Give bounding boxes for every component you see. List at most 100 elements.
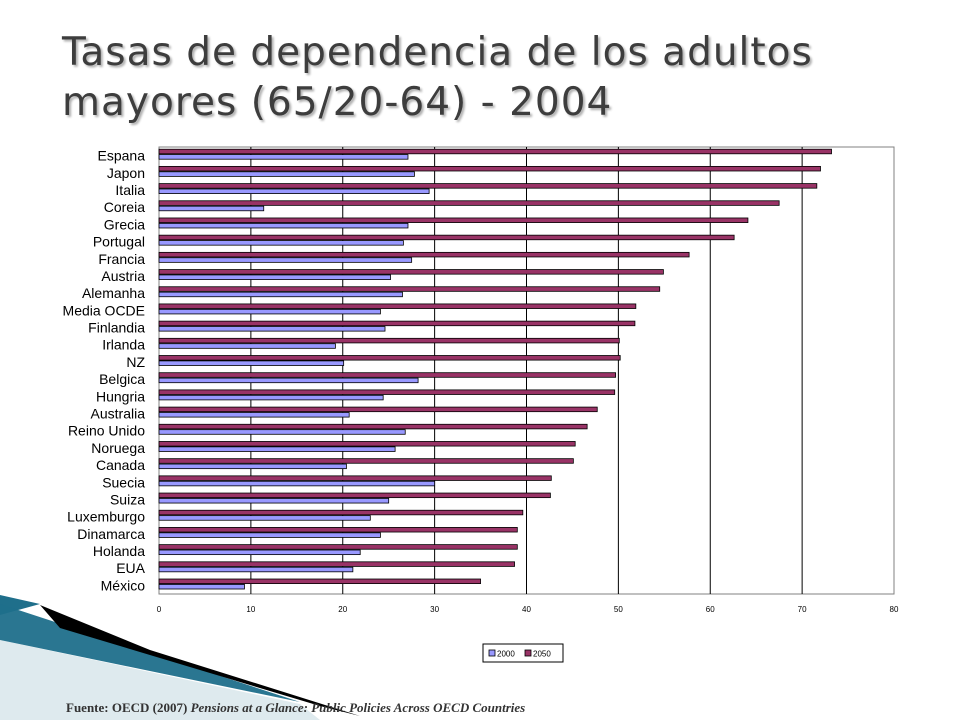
bar-2050 [158,458,574,464]
category-label: Finlandia [88,320,145,336]
category-label: Alemanha [82,285,145,301]
bars-group [158,148,832,590]
bar-2050 [158,544,518,550]
category-label: Portugal [93,234,145,250]
bar-2000 [158,463,347,470]
bar-2050 [158,578,481,585]
bar-2050 [158,389,616,395]
x-tick-labels: 0 10 20 30 40 50 60 70 80 [157,605,899,614]
decorative-swoosh [0,595,360,720]
bar-2000 [158,240,404,246]
category-label: Hungria [96,388,145,404]
bar-2050 [158,406,598,413]
bar-2050 [158,251,690,258]
bar-2000 [158,446,396,452]
bar-2000 [158,549,361,556]
bar-2050 [158,355,621,361]
bar-2000 [158,257,413,263]
bar-2000 [158,205,265,212]
bar-2000 [158,154,409,160]
swoosh-shadow [0,640,320,720]
category-label: NZ [126,354,145,370]
bar-2050 [158,492,551,499]
x-tick-label: 70 [798,605,807,614]
x-tick-label: 0 [157,605,162,614]
bar-2000 [158,188,430,194]
bar-2050 [158,269,664,275]
category-label: Francia [98,251,145,267]
bar-2000 [158,377,419,384]
bar-2050 [158,183,818,189]
category-label: Canada [96,457,145,473]
bar-2000 [158,394,384,401]
legend-box [482,643,564,663]
x-tick-label: 40 [522,605,531,614]
bar-2050 [158,320,636,327]
bar-2000 [158,498,390,504]
bar-2000 [158,274,391,280]
category-label: Noruega [91,440,145,456]
bar-2050 [158,527,518,533]
legend-swatch-2050 [524,649,532,657]
slide-title-line-1: Tasas de dependencia de los adultos [62,30,813,75]
category-label: México [101,577,146,593]
bar-2000 [158,566,354,573]
bar-2000 [158,291,403,298]
slide-title-line-2: mayores (65/20-64) - 2004 [62,80,613,125]
x-tick-label: 60 [706,605,715,614]
legend-swatch-2000 [488,649,496,657]
bar-2050 [158,337,620,344]
category-label: EUA [116,560,145,576]
category-label: Suiza [110,491,145,507]
slide-title: Tasas de dependencia de los adultos mayo… [62,28,942,128]
legend: 2000 2050 [482,643,564,663]
bar-2050 [158,441,576,447]
bar-2050 [158,423,588,430]
category-label: Grecia [104,216,145,232]
category-label: Luxemburgo [67,509,145,525]
bar-2050 [158,372,617,378]
x-tick-label: 30 [430,605,439,614]
x-tick-label: 50 [614,605,623,614]
category-label: Austria [101,268,145,284]
bar-2000 [158,515,371,521]
source-prefix: Fuente: OECD (2007) [66,700,191,715]
bar-2050 [158,286,661,292]
category-label: Media OCDE [63,302,145,318]
category-label: Italia [115,182,145,198]
bar-2050 [158,475,552,481]
bar-2000 [158,412,350,418]
category-label: Australia [91,405,146,421]
category-label: Irlanda [102,337,145,353]
bar-2000 [158,326,386,332]
bar-2050 [158,509,524,516]
bar-2000 [158,532,381,538]
legend-label-2050: 2050 [533,650,551,659]
bar-2050 [158,165,821,172]
source-citation: Fuente: OECD (2007) Pensions at a Glance… [66,700,525,716]
bar-2000 [158,222,409,229]
category-label: Suecia [102,474,145,490]
category-label: Reino Unido [68,423,145,439]
bar-2000 [158,308,381,315]
bar-2000 [158,584,245,590]
bar-2050 [158,234,735,241]
bar-2050 [158,217,749,223]
bar-2050 [158,200,780,206]
x-tick-label: 80 [890,605,899,614]
category-label: Holanda [93,543,145,559]
x-tick-label: 10 [246,605,255,614]
category-label: Japon [107,165,145,181]
category-label: Coreia [104,199,145,215]
category-label: Espana [98,148,146,164]
bar-2050 [158,148,832,155]
bar-2050 [158,561,515,567]
bar-2000 [158,429,406,435]
category-label: Dinamarca [77,526,145,542]
bar-2000 [158,171,415,177]
bar-2000 [158,360,345,366]
x-tick-label: 20 [338,605,347,614]
category-label: Belgica [99,371,145,387]
